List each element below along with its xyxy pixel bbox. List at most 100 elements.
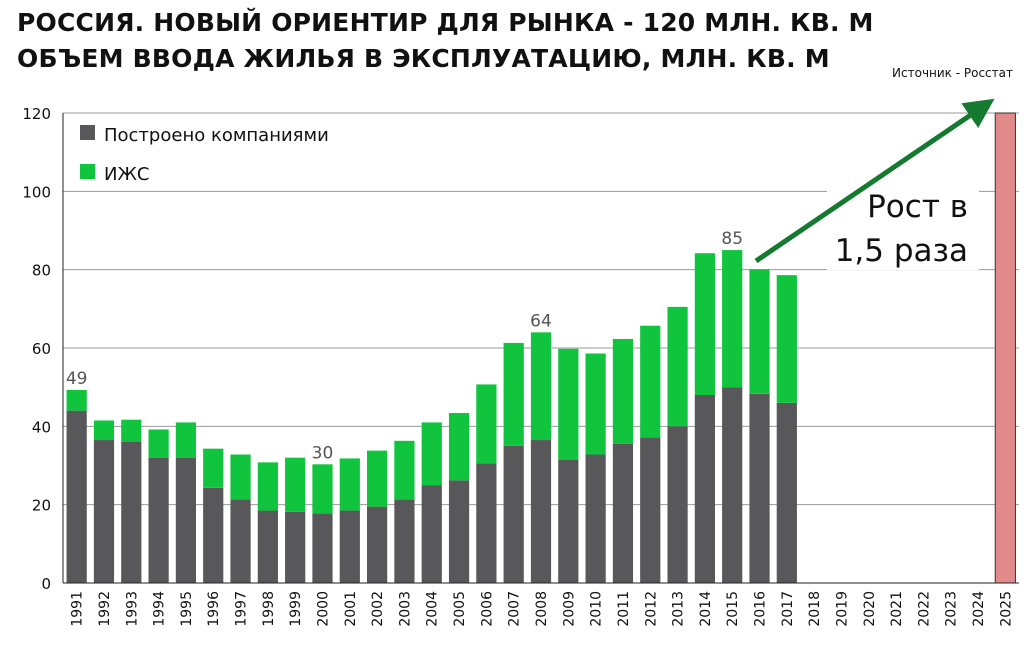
x-tick-label: 2019 <box>834 591 850 627</box>
x-tick-label: 1991 <box>70 591 86 627</box>
legend-label-izhs: ИЖС <box>104 164 149 185</box>
y-tick-label: 0 <box>41 575 51 593</box>
bar-companies-2010 <box>585 454 606 583</box>
legend-label-companies: Построено компаниями <box>104 125 329 146</box>
x-tick-label: 2006 <box>479 591 495 627</box>
bar-companies-2017 <box>776 402 797 583</box>
bar-izhs-2009 <box>558 348 579 460</box>
y-tick-label: 120 <box>22 105 51 123</box>
data-labels: 49 30 64 85 <box>66 229 743 463</box>
y-tick-label: 40 <box>32 418 51 436</box>
y-tick-label: 80 <box>32 262 51 280</box>
x-tick-label: 1995 <box>179 591 195 627</box>
x-tick-label: 2012 <box>643 591 659 627</box>
x-tick-label: 2010 <box>589 591 605 627</box>
x-tick-label: 1993 <box>124 591 140 627</box>
y-tick-label: 60 <box>32 340 51 358</box>
x-tick-label: 2005 <box>452 591 468 627</box>
bar-izhs-2005 <box>448 413 470 481</box>
axes: 0 20 40 60 80 100 120 1991 1992 1993 1994 1995 1996 1… <box>22 105 1019 627</box>
bar-companies-1995 <box>175 457 197 583</box>
legend-swatch-companies <box>80 125 95 140</box>
bar-izhs-2003 <box>394 440 415 500</box>
bar-izhs-1997 <box>230 454 251 500</box>
bar-companies-2007 <box>503 445 524 583</box>
x-tick-label: 2017 <box>780 591 796 627</box>
bar-companies-1998 <box>257 510 278 583</box>
x-tick-label: 1999 <box>288 591 304 627</box>
bar-companies-2011 <box>612 443 634 583</box>
bar-izhs-2006 <box>476 384 497 464</box>
bar-companies-2008 <box>530 440 552 583</box>
y-tick-label: 100 <box>22 183 51 201</box>
x-tick-label: 2015 <box>725 591 741 627</box>
bar-izhs-2013 <box>667 306 688 427</box>
bar-izhs-2012 <box>640 325 661 438</box>
bar-companies-2013 <box>667 426 688 583</box>
bar-target-2025 <box>994 112 1016 584</box>
bar-companies-1997 <box>230 499 251 583</box>
x-tick-label: 2000 <box>315 591 331 627</box>
x-tick-label: 1996 <box>206 591 222 627</box>
bar-izhs-2008 <box>530 332 552 441</box>
bar-izhs-1993 <box>121 419 142 442</box>
x-tick-label: 2018 <box>807 591 823 627</box>
bar-companies-2005 <box>448 480 470 583</box>
bar-companies-2001 <box>339 510 360 583</box>
bar-companies-2000 <box>312 513 333 583</box>
bar-izhs-2000 <box>312 464 333 514</box>
x-tick-label: 2014 <box>698 591 714 627</box>
bar-companies-2014 <box>694 395 715 583</box>
bar-izhs-2001 <box>339 458 360 511</box>
growth-annotation-line2: 1,5 раза <box>835 233 968 269</box>
x-tick-label: 2022 <box>916 591 932 627</box>
bar-companies-1991 <box>66 410 87 583</box>
bar-izhs-1999 <box>285 457 306 512</box>
bar-companies-1994 <box>148 457 169 583</box>
bar-companies-2002 <box>367 506 388 583</box>
data-label-1991: 49 <box>66 369 88 389</box>
bar-izhs-2014 <box>694 253 715 395</box>
x-tick-label: 2020 <box>862 591 878 627</box>
annotation-background <box>827 186 979 270</box>
x-tick-label: 2023 <box>944 591 960 627</box>
growth-annotation-line1: Рост в <box>867 189 968 225</box>
bar-companies-2003 <box>394 499 415 583</box>
bar-izhs-2011 <box>612 338 634 444</box>
x-tick-label: 2013 <box>671 591 687 627</box>
y-tick-label: 20 <box>32 497 51 515</box>
x-tick-label: 2011 <box>616 591 632 627</box>
bar-izhs-1994 <box>148 429 169 458</box>
source-note: Источник - Росстат <box>892 66 1013 80</box>
bar-izhs-2002 <box>367 450 388 507</box>
bar-izhs-2016 <box>749 269 770 394</box>
bar-companies-2006 <box>476 463 497 583</box>
x-tick-label: 2025 <box>998 591 1014 627</box>
bar-izhs-2010 <box>585 353 606 455</box>
chart-title-line2: ОБЪЕМ ВВОДА ЖИЛЬЯ В ЭКСПЛУАТАЦИЮ, МЛН. К… <box>17 44 830 73</box>
x-tick-label: 2008 <box>534 591 550 627</box>
bar-izhs-1991 <box>66 389 87 411</box>
bar-izhs-2004 <box>421 422 442 486</box>
x-tick-label: 2007 <box>507 591 523 627</box>
bar-izhs-1992 <box>93 420 115 441</box>
bar-izhs-2007 <box>503 342 524 446</box>
bar-companies-2004 <box>421 485 442 583</box>
x-tick-label: 2009 <box>561 591 577 627</box>
x-tick-label: 1997 <box>234 591 250 627</box>
bar-izhs-1996 <box>203 448 224 488</box>
data-label-2008: 64 <box>530 311 552 331</box>
legend-swatch-izhs <box>80 164 95 179</box>
bar-companies-2012 <box>640 437 661 583</box>
bar-companies-1999 <box>285 511 306 583</box>
x-tick-label: 1994 <box>152 591 168 627</box>
x-tick-label: 2002 <box>370 591 386 627</box>
chart-title-line1: РОССИЯ. НОВЫЙ ОРИЕНТИР ДЛЯ РЫНКА - 120 М… <box>17 8 874 37</box>
bar-izhs-2017 <box>776 275 797 403</box>
bar-companies-2009 <box>558 459 579 583</box>
bar-companies-2016 <box>749 393 770 583</box>
bar-companies-2015 <box>722 387 743 583</box>
bar-companies-1993 <box>121 442 142 583</box>
data-label-2015: 85 <box>721 229 743 249</box>
x-tick-label: 1992 <box>97 591 113 627</box>
